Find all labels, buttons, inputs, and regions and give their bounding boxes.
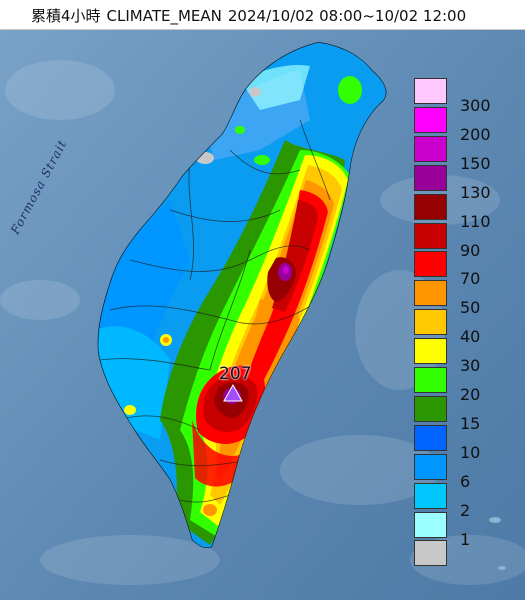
legend-label: 300 — [460, 96, 491, 115]
legend-label: 110 — [460, 211, 491, 231]
legend-swatch — [414, 135, 447, 162]
legend-label: 6 — [460, 471, 471, 491]
legend-swatch — [414, 106, 447, 133]
legend-label: 50 — [460, 298, 481, 318]
legend-label: 10 — [460, 442, 481, 462]
legend-swatch — [414, 395, 447, 422]
peak-value-label: 207 — [219, 364, 252, 384]
map-title: 累積4小時 CLIMATE_MEAN 2024/10/02 08:00~10/02 … — [0, 0, 525, 30]
title-product: CLIMATE_MEAN — [106, 7, 222, 25]
legend-label: 70 — [460, 269, 481, 289]
legend-swatch — [414, 540, 447, 567]
islet — [498, 566, 506, 570]
legend-swatch — [414, 280, 447, 307]
triangle-icon — [223, 383, 243, 402]
legend-label: 150 — [460, 153, 491, 173]
legend-swatch — [414, 309, 447, 336]
legend-label: 1 — [460, 529, 471, 549]
legend-label: 30 — [460, 356, 481, 376]
islet — [489, 517, 501, 523]
legend-label: 2 — [460, 500, 471, 520]
legend-label: 130 — [460, 182, 491, 202]
legend-swatch — [414, 193, 447, 220]
legend-swatch — [414, 482, 447, 509]
legend-swatch — [414, 453, 447, 480]
legend-swatch — [414, 164, 447, 191]
color-legend: 300 200 150 130 110 90 70 50 40 30 20 15 10 6 2 1 — [413, 78, 513, 570]
title-prefix: 累積4小時 — [31, 7, 101, 25]
legend-swatch — [414, 222, 447, 249]
legend-swatch — [414, 338, 447, 365]
legend-swatch — [414, 424, 447, 451]
legend-swatch — [414, 78, 447, 104]
legend-swatch — [414, 511, 447, 538]
legend-label: 200 — [460, 124, 491, 144]
legend-label: 90 — [460, 240, 481, 260]
legend-label: 40 — [460, 327, 481, 347]
legend-swatch — [414, 367, 447, 393]
legend-label: 20 — [460, 385, 481, 404]
legend-label: 15 — [460, 413, 481, 433]
legend-swatch — [414, 251, 447, 278]
title-time-range: 2024/10/02 08:00~10/02 12:00 — [227, 7, 467, 25]
